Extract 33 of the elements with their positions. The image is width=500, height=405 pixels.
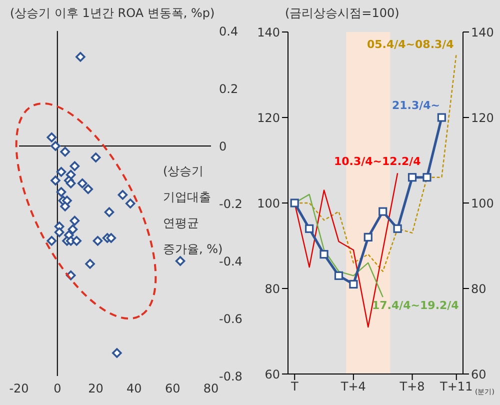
x-tick-label: T [290, 380, 299, 394]
y-tick-label: 100 [257, 196, 280, 210]
y-tick-label: 0.2 [219, 82, 238, 96]
series-label: 05.4/4~08.3/4 [367, 38, 454, 51]
y-tick-label: 140 [257, 25, 280, 40]
series-label: 21.3/4~ [392, 99, 440, 112]
y2-tick-label: 120 [471, 110, 494, 125]
y-tick-label: 60 [264, 367, 280, 382]
y-tick-label: -0.4 [219, 254, 242, 268]
x-tick-label: T+8 [398, 380, 425, 394]
x-tick-label: T+4 [340, 380, 366, 394]
chart-title: (금리상승시점=100) [285, 5, 400, 22]
text: 10.3/4~12.2/4 [334, 155, 421, 168]
y-tick-label: 80 [264, 282, 280, 296]
x-tick-label: 40 [126, 382, 142, 396]
y2-tick-label: 80 [471, 282, 486, 296]
chart-title: (상승기 이후 1년간 ROA 변동폭, %p) [10, 5, 215, 22]
x-tick-label: 60 [164, 382, 180, 396]
x-tick-label: -20 [9, 382, 29, 396]
y2-tick-label: 140 [471, 25, 494, 40]
y-tick-label: 0.4 [219, 24, 238, 38]
y-tick-label: 120 [257, 110, 280, 125]
y-tick-label: -0.2 [219, 196, 242, 211]
y-tick-label: -0.8 [219, 369, 242, 384]
x-tick-label: T+11 [439, 380, 473, 394]
series-label: 17.4/4~19.2/4 [372, 299, 459, 312]
y2-tick-label: 100 [471, 196, 494, 210]
y-tick-label: 0 [219, 139, 227, 154]
x-tick-label: 80 [203, 382, 219, 396]
y-tick-label: -0.6 [219, 312, 242, 326]
x-tick-label: 0 [54, 382, 62, 396]
x-tick-label: 20 [88, 382, 104, 396]
y2-tick-label: 60 [471, 367, 486, 382]
